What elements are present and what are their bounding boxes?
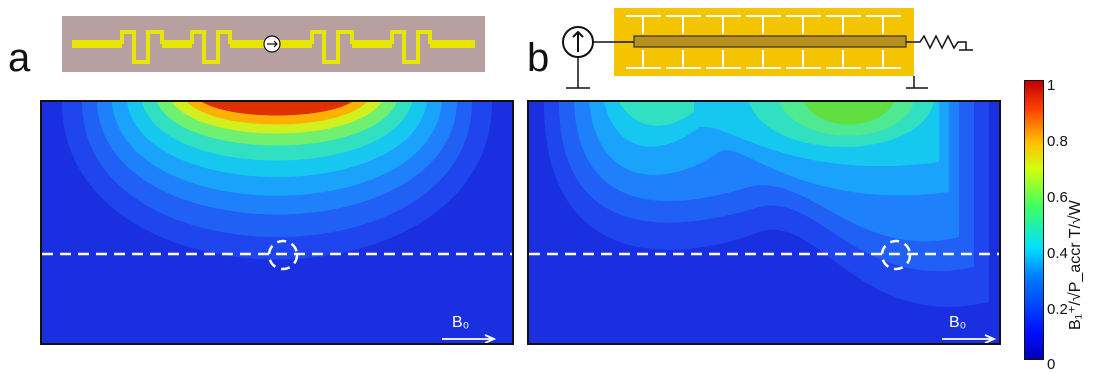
colorbar-tick-0.6: 0.6 (1047, 189, 1068, 206)
field-map-a: B₀ (40, 100, 514, 345)
b0-label-a: B₀ (452, 314, 470, 331)
schematic-b (562, 8, 973, 89)
colorbar-tick-0: 0 (1047, 356, 1056, 373)
colorbar-tick-0.8: 0.8 (1047, 133, 1068, 150)
colorbar-label: B₁⁺/√P_accr T/√W (1067, 200, 1084, 330)
colorbar-tick-1: 1 (1047, 77, 1056, 94)
b0-label-b: B₀ (949, 314, 967, 331)
panel-letter-b: b (527, 36, 550, 80)
schematic-a (62, 16, 485, 72)
field-map-b: B₀ (527, 100, 1001, 345)
panel-letter-a: a (8, 36, 31, 80)
colorbar-tick-0.2: 0.2 (1047, 301, 1068, 318)
colorbar-tick-0.4: 0.4 (1047, 245, 1068, 262)
colorbar (1024, 80, 1044, 360)
